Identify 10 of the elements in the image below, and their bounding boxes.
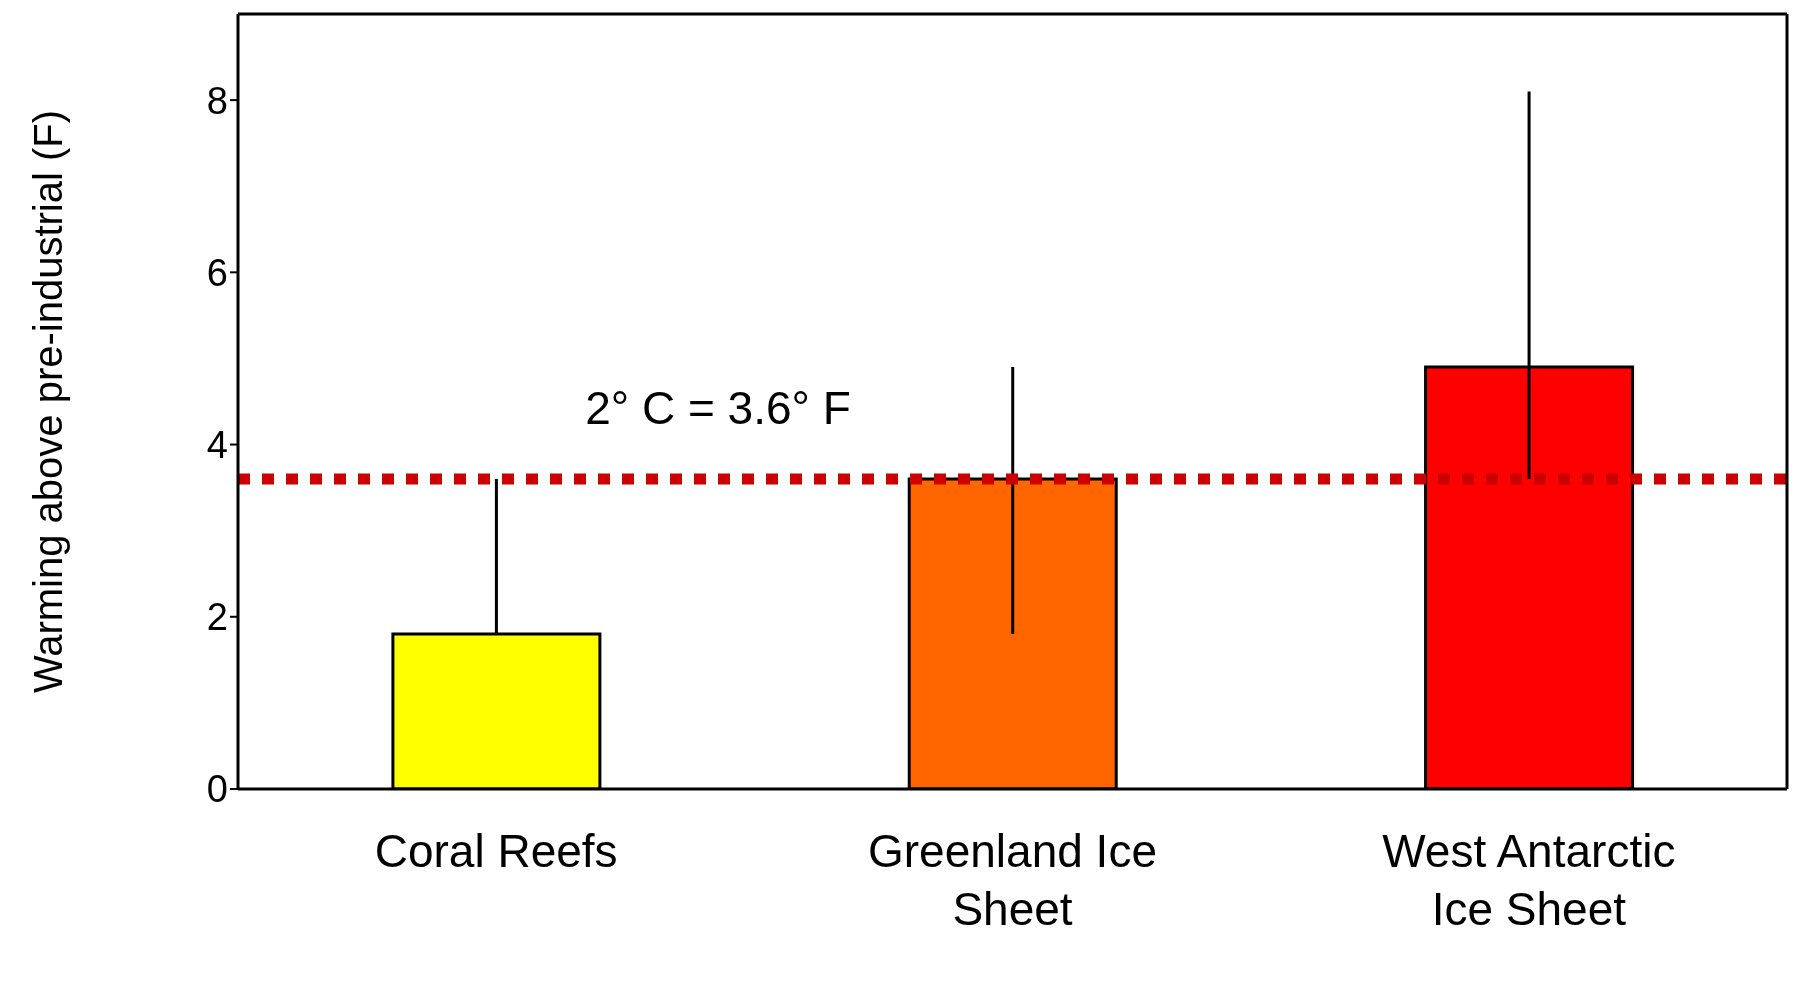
y-axis-title: Warming above pre-industrial (F) xyxy=(26,109,71,694)
x-tick-label: Coral Reefs xyxy=(374,825,618,877)
ref-line-label: 2° C = 3.6° F xyxy=(585,382,851,434)
y-tick-label: 2 xyxy=(206,596,228,639)
y-tick-label: 8 xyxy=(206,79,228,122)
y-tick-label: 6 xyxy=(206,251,228,294)
x-tick-label: West Antarctic Ice Sheet xyxy=(1382,825,1676,935)
y-tick-label: 4 xyxy=(206,424,228,467)
x-tick-label: Greenland Ice Sheet xyxy=(868,825,1157,935)
y-tick-label: 0 xyxy=(206,768,228,811)
